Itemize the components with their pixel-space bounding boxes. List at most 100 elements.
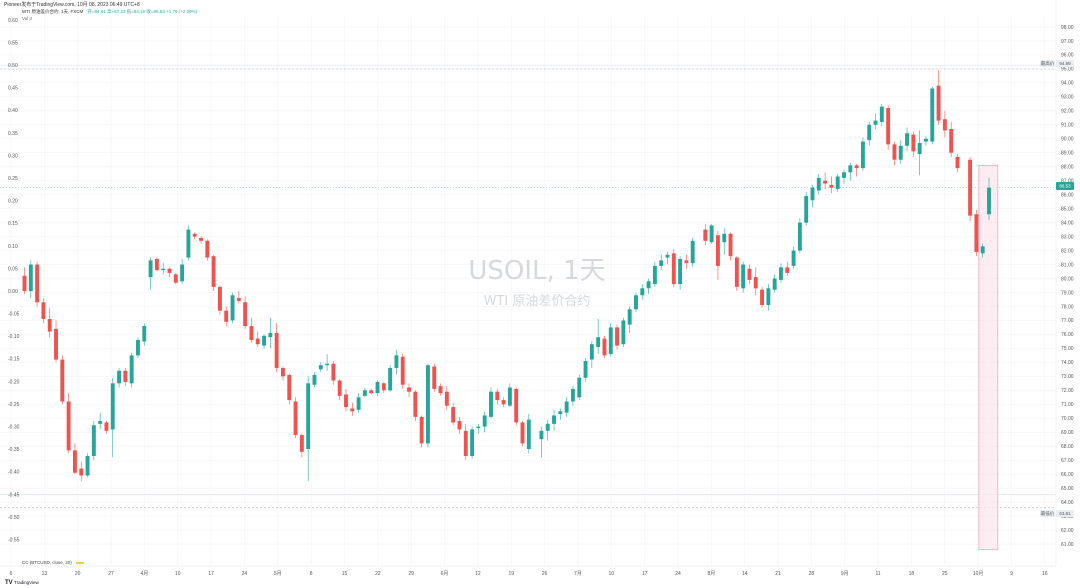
candle[interactable] bbox=[495, 388, 500, 405]
candle[interactable] bbox=[318, 362, 323, 373]
candle[interactable] bbox=[117, 367, 122, 388]
candle[interactable] bbox=[192, 232, 197, 240]
candlestick-series[interactable] bbox=[22, 70, 991, 482]
candle[interactable] bbox=[148, 257, 153, 290]
candle[interactable] bbox=[892, 141, 897, 166]
candle[interactable] bbox=[444, 386, 449, 410]
candle[interactable] bbox=[772, 274, 777, 293]
candle[interactable] bbox=[123, 367, 128, 387]
candle[interactable] bbox=[917, 130, 922, 176]
candle[interactable] bbox=[552, 409, 556, 431]
candle[interactable] bbox=[608, 323, 613, 357]
candle[interactable] bbox=[785, 261, 790, 276]
candle[interactable] bbox=[388, 365, 393, 392]
candle[interactable] bbox=[766, 284, 771, 311]
candle[interactable] bbox=[98, 412, 103, 430]
candle[interactable] bbox=[596, 319, 601, 354]
candle[interactable] bbox=[375, 380, 380, 396]
candle[interactable] bbox=[640, 284, 645, 300]
candle[interactable] bbox=[262, 334, 267, 349]
indicator-label[interactable]: CC (BTCUSD, close, 20) bbox=[22, 560, 85, 565]
candle[interactable] bbox=[564, 397, 569, 417]
candle[interactable] bbox=[842, 169, 846, 184]
candle[interactable] bbox=[652, 261, 657, 287]
candle[interactable] bbox=[306, 376, 311, 482]
candle[interactable] bbox=[898, 140, 903, 164]
candle[interactable] bbox=[268, 317, 273, 349]
candle[interactable] bbox=[867, 122, 872, 146]
candle[interactable] bbox=[558, 408, 563, 420]
candle[interactable] bbox=[91, 421, 96, 461]
candle[interactable] bbox=[942, 110, 947, 138]
candle[interactable] bbox=[634, 292, 638, 313]
candle[interactable] bbox=[835, 173, 840, 192]
symbol-title[interactable]: WTI 原油差价合约, 1天, FXCM bbox=[22, 9, 84, 14]
candle[interactable] bbox=[180, 258, 185, 285]
candle[interactable] bbox=[293, 397, 298, 438]
candle[interactable] bbox=[394, 349, 399, 375]
candle[interactable] bbox=[381, 381, 386, 394]
candle[interactable] bbox=[312, 372, 317, 388]
candle[interactable] bbox=[400, 353, 405, 389]
candle[interactable] bbox=[236, 291, 241, 304]
candle[interactable] bbox=[949, 122, 954, 157]
candle[interactable] bbox=[854, 163, 859, 177]
candle[interactable] bbox=[545, 419, 550, 441]
candle[interactable] bbox=[85, 453, 90, 477]
candle[interactable] bbox=[514, 387, 519, 426]
candle[interactable] bbox=[274, 323, 279, 373]
candle[interactable] bbox=[362, 387, 367, 398]
highlight-box[interactable] bbox=[978, 165, 999, 550]
candle[interactable] bbox=[810, 184, 815, 208]
candle[interactable] bbox=[930, 87, 935, 145]
candle[interactable] bbox=[331, 360, 336, 385]
candle[interactable] bbox=[797, 218, 802, 254]
candle[interactable] bbox=[678, 256, 683, 290]
candle[interactable] bbox=[211, 254, 216, 292]
candle[interactable] bbox=[804, 191, 809, 226]
candle[interactable] bbox=[413, 390, 418, 422]
candle[interactable] bbox=[715, 231, 720, 280]
candle[interactable] bbox=[470, 426, 475, 459]
candle[interactable] bbox=[760, 286, 765, 308]
candle[interactable] bbox=[501, 397, 506, 408]
candle[interactable] bbox=[110, 377, 115, 458]
candle[interactable] bbox=[520, 421, 525, 447]
candle[interactable] bbox=[779, 263, 783, 283]
candle[interactable] bbox=[615, 324, 620, 350]
candle[interactable] bbox=[457, 416, 462, 434]
candle[interactable] bbox=[356, 393, 361, 413]
candle[interactable] bbox=[602, 335, 607, 359]
candle[interactable] bbox=[337, 379, 342, 401]
candle[interactable] bbox=[791, 246, 796, 269]
candle[interactable] bbox=[47, 307, 52, 338]
candle[interactable] bbox=[66, 393, 71, 454]
candle[interactable] bbox=[659, 254, 664, 271]
left-axis[interactable]: 0.60 0.55 0.50 0.45 0.40 0.35 0.30 0.25 0.20 0.15… bbox=[8, 18, 20, 544]
candle[interactable] bbox=[35, 261, 40, 307]
candle[interactable] bbox=[627, 306, 632, 334]
candle[interactable] bbox=[167, 267, 172, 278]
candle[interactable] bbox=[136, 337, 140, 359]
candle[interactable] bbox=[734, 256, 739, 292]
candle[interactable] bbox=[987, 177, 991, 220]
candle[interactable] bbox=[217, 285, 222, 315]
tradingview-logo[interactable]: TV TradingView bbox=[5, 580, 40, 586]
candle[interactable] bbox=[860, 137, 865, 171]
candle[interactable] bbox=[665, 251, 670, 265]
candle[interactable] bbox=[577, 374, 582, 401]
candle[interactable] bbox=[299, 433, 304, 458]
candle[interactable] bbox=[54, 320, 58, 363]
candle[interactable] bbox=[186, 225, 191, 261]
candle[interactable] bbox=[886, 105, 891, 150]
highlight-rectangle[interactable] bbox=[978, 165, 999, 550]
candle[interactable] bbox=[974, 210, 979, 257]
candle[interactable] bbox=[154, 257, 159, 272]
candle[interactable] bbox=[281, 366, 285, 381]
candle[interactable] bbox=[646, 278, 651, 294]
candle[interactable] bbox=[205, 239, 210, 261]
candle[interactable] bbox=[60, 355, 65, 405]
candle[interactable] bbox=[816, 173, 821, 195]
candle[interactable] bbox=[41, 298, 46, 324]
